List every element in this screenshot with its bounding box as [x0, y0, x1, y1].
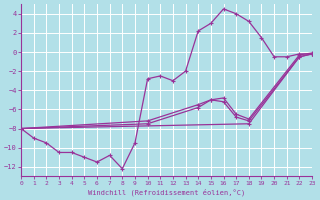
X-axis label: Windchill (Refroidissement éolien,°C): Windchill (Refroidissement éolien,°C) [88, 188, 245, 196]
